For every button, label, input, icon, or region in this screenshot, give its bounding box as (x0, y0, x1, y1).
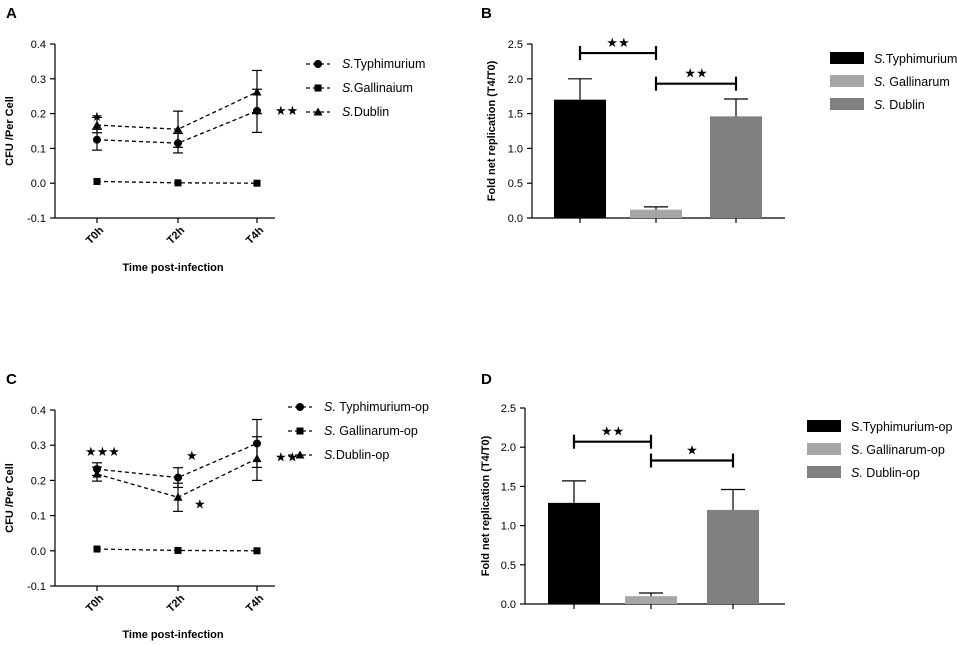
panel-b-legend-label: S. Gallinarum (874, 75, 950, 89)
panel-c-point-triangle (173, 492, 183, 501)
panel-a-legend-marker-circle (314, 60, 322, 68)
panel-c-y-tick-label: 0.3 (31, 440, 46, 452)
panel-d-bar-s-gallinarum-op (625, 596, 677, 604)
panel-a-x-axis-title: Time post-infection (122, 262, 224, 274)
panel-a-legend-label: S.Dublin (342, 105, 389, 119)
panel-a-point-triangle (252, 87, 262, 96)
panel-c-legend-label: S. Typhimurium-op (324, 400, 429, 414)
panel-a-y-tick-label: 0.2 (31, 109, 46, 121)
panel-c-label: C (6, 371, 17, 388)
panel-d-y-tick-label: 0.5 (501, 560, 516, 572)
panel-c-series-line-square (96, 548, 258, 552)
panel-c-legend-marker-circle (296, 403, 304, 411)
panel-a-point-circle (93, 135, 101, 144)
panel-b-legend-label: S.Typhimurium (874, 52, 957, 66)
panel-b-y-tick-label: 1.0 (508, 143, 523, 155)
panel-a-significance-stars: ★★ (275, 104, 298, 119)
panel-a-legend-label: S.Gallinaium (342, 81, 413, 95)
panel-c-significance-stars: ★★ (275, 451, 298, 466)
panel-b-bar-dublin (710, 116, 762, 218)
panel-b-bar-chart: B 2.5 2.0 1.5 1.0 0.5 0.0 Fold net replication … (481, 5, 957, 225)
panel-a-point-square (93, 177, 101, 185)
panel-a-y-axis-title: CFU /Per Cell (4, 96, 16, 166)
panel-b-bar-typhimurium (554, 99, 606, 218)
panel-d-legend-swatch (807, 420, 841, 432)
panel-a-y-tick-label: 0.0 (31, 178, 46, 190)
panel-c-x-axis-title: Time post-infection (122, 629, 224, 641)
panel-d-legend-label: S. Gallinarum-op (851, 443, 945, 457)
panel-c-point-square (93, 545, 101, 553)
panel-a-legend-marker-square (314, 84, 322, 92)
panel-a-point-triangle (92, 120, 102, 129)
panel-c-y-tick-label: -0.1 (27, 581, 46, 593)
panel-d-bar-s-typhimurium-op (548, 502, 600, 604)
panel-d-y-tick-label: 2.5 (501, 403, 516, 415)
panel-c-legend-marker-triangle (295, 450, 305, 459)
panel-d-bar-chart: D 2.5 2.0 1.5 1.0 0.5 0.0 Fold net replication … (480, 371, 952, 611)
panel-c-significance-stars: ★ (194, 497, 206, 512)
panel-d-legend-swatch (807, 443, 841, 455)
panel-b-legend-label: S. Dublin (874, 98, 925, 112)
panel-b-y-tick-label: 1.5 (508, 109, 523, 121)
panel-a-point-square (174, 179, 182, 187)
panel-b-significance-stars: ★★ (606, 36, 629, 51)
panel-a-y-tick-label: 0.4 (31, 39, 46, 51)
panel-c-legend-label: S. Gallinarum-op (324, 424, 418, 438)
panel-b-y-tick-label: 2.0 (508, 74, 523, 86)
panel-c-point-square (253, 547, 261, 555)
panel-d-bar-dublin-op (707, 509, 759, 604)
panel-b-bar-gallinarum (630, 209, 682, 218)
panel-c-point-triangle (92, 469, 102, 478)
panel-c-y-tick-label: 0.4 (31, 405, 46, 417)
panel-a-legend-label: S.Typhimurium (342, 57, 425, 71)
panel-b-legend-swatch (830, 52, 864, 64)
panel-d-significance-stars: ★★ (601, 425, 624, 440)
panel-b-y-axis-title: Fold net replication (T4/T0) (486, 60, 498, 201)
panel-b-significance-stars: ★★ (684, 67, 707, 82)
panel-a-series-line-square (96, 180, 258, 184)
panel-b-label: B (481, 5, 492, 22)
panel-b-legend-swatch (830, 98, 864, 110)
panel-b-legend-swatch (830, 75, 864, 87)
panel-c-point-circle (174, 473, 182, 482)
panel-a-point-triangle (173, 124, 183, 133)
panel-c-significance-stars: ★★★ (85, 445, 120, 460)
panel-d-legend-swatch (807, 466, 841, 478)
panel-a-legend-marker-triangle (313, 107, 323, 116)
panel-a-y-tick-label: 0.3 (31, 74, 46, 86)
panel-a-y-tick-label: -0.1 (27, 213, 46, 225)
panel-d-y-tick-label: 1.5 (501, 481, 516, 493)
panel-c-legend-label: S.Dublin-op (324, 448, 389, 462)
panel-d-y-axis-title: Fold net replication (T4/T0) (480, 435, 492, 576)
panel-a-label: A (6, 5, 17, 22)
panel-b-y-tick-label: 2.5 (508, 39, 523, 51)
panel-a-point-square (253, 179, 261, 187)
panel-c-y-tick-label: 0.2 (31, 475, 46, 487)
panel-d-significance-stars: ★ (686, 444, 698, 459)
panel-d-y-tick-label: 0.0 (501, 599, 516, 611)
panel-a-y-tick-label: 0.1 (31, 143, 46, 155)
panel-a-significance-stars: ★ (91, 110, 103, 125)
panel-c-point-triangle (252, 454, 262, 463)
panel-b-y-tick-label: 0.0 (508, 213, 523, 225)
panel-d-y-tick-label: 2.0 (501, 442, 516, 454)
panel-c-significance-stars: ★ (186, 449, 198, 464)
panel-b-y-tick-label: 0.5 (508, 178, 523, 190)
panel-d-legend-label: S.Typhimurium-op (851, 420, 952, 434)
panel-d-legend-label: S. Dublin-op (851, 466, 920, 480)
panel-c-y-tick-label: 0.1 (31, 511, 46, 523)
panel-d-label: D (481, 371, 492, 388)
panel-d-y-tick-label: 1.0 (501, 521, 516, 533)
panel-c-legend-marker-square (296, 427, 304, 435)
panel-c-y-tick-label: 0.0 (31, 546, 46, 558)
panel-c-point-square (174, 546, 182, 554)
panel-c-y-axis-title: CFU /Per Cell (4, 463, 16, 533)
